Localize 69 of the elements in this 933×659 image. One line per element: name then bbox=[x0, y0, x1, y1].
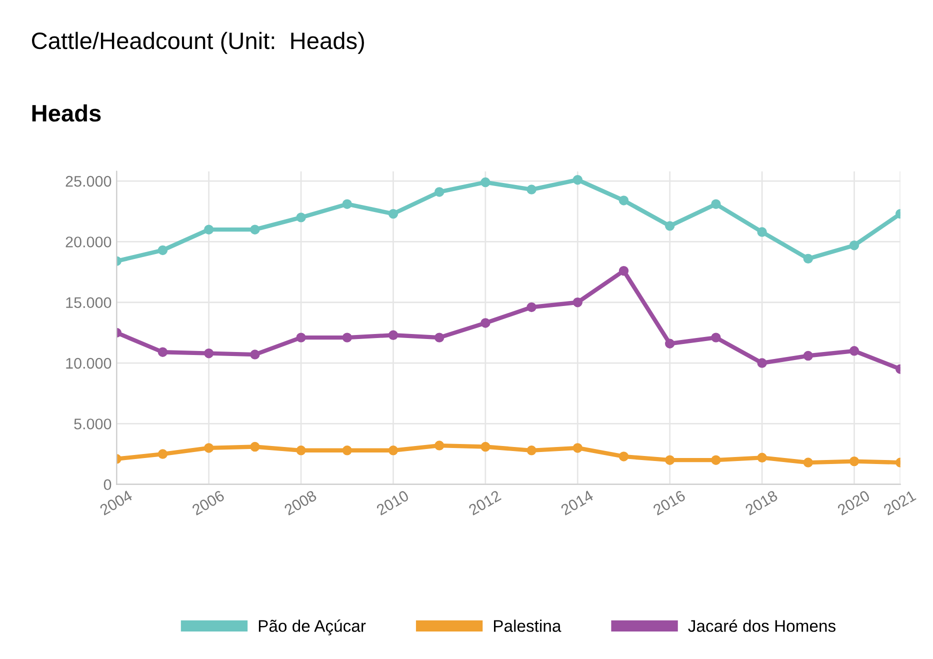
point bbox=[572, 298, 582, 308]
point bbox=[572, 443, 582, 453]
x-tick-label: 2012 bbox=[468, 490, 502, 516]
x-tick-label: 2008 bbox=[284, 490, 318, 516]
x-tick-label: 2006 bbox=[191, 490, 226, 516]
point bbox=[664, 221, 675, 231]
point bbox=[204, 224, 214, 234]
point bbox=[204, 443, 214, 453]
point bbox=[664, 338, 675, 348]
x-tick-label: 2020 bbox=[836, 490, 870, 516]
point bbox=[480, 177, 490, 188]
point bbox=[158, 449, 168, 459]
point bbox=[572, 174, 582, 185]
point bbox=[664, 455, 675, 465]
x-tick-label: 2014 bbox=[560, 490, 594, 516]
point bbox=[342, 199, 352, 209]
point bbox=[342, 332, 352, 342]
point bbox=[711, 199, 721, 209]
point bbox=[849, 240, 860, 250]
legend-label: Pão de Açúcar bbox=[258, 619, 366, 636]
x-tick-label: 2004 bbox=[99, 490, 134, 516]
point bbox=[849, 456, 860, 466]
point bbox=[434, 440, 444, 450]
point bbox=[618, 196, 629, 206]
point bbox=[480, 318, 490, 328]
point bbox=[204, 348, 214, 358]
y-axis-title: Heads bbox=[32, 104, 101, 122]
point bbox=[803, 350, 814, 361]
point bbox=[803, 458, 814, 468]
point bbox=[250, 350, 260, 360]
point bbox=[803, 254, 814, 264]
y-tick-label: 0 bbox=[104, 479, 112, 490]
x-tick-label: 2010 bbox=[376, 490, 410, 516]
point bbox=[388, 330, 398, 340]
point bbox=[388, 208, 398, 219]
y-tick-label: 10.000 bbox=[66, 358, 112, 369]
point bbox=[757, 227, 767, 237]
x-tick-label: 2021 bbox=[882, 490, 916, 516]
point bbox=[526, 446, 536, 456]
y-tick-label: 25.000 bbox=[66, 176, 112, 187]
point bbox=[342, 446, 352, 456]
point bbox=[434, 187, 444, 197]
point bbox=[480, 442, 490, 452]
point bbox=[158, 347, 168, 357]
point bbox=[296, 332, 306, 342]
point bbox=[711, 332, 721, 342]
point bbox=[526, 302, 536, 312]
point bbox=[711, 455, 721, 465]
point bbox=[388, 446, 398, 456]
point bbox=[618, 452, 629, 462]
chart-title: Cattle/Headcount (Unit: Heads) bbox=[32, 32, 364, 54]
point bbox=[849, 346, 860, 356]
point bbox=[296, 212, 306, 222]
point bbox=[158, 245, 168, 256]
point bbox=[434, 332, 444, 342]
y-tick-label: 20.000 bbox=[66, 236, 112, 248]
y-tick-label: 5.000 bbox=[74, 418, 112, 430]
x-tick-label: 2016 bbox=[652, 490, 686, 516]
x-tick-label: 2018 bbox=[744, 490, 778, 516]
point bbox=[250, 442, 260, 452]
point bbox=[526, 184, 536, 194]
point bbox=[757, 358, 767, 368]
point bbox=[618, 266, 629, 276]
legend-label: Palestina bbox=[494, 620, 562, 632]
point bbox=[296, 446, 306, 456]
point bbox=[250, 224, 260, 234]
y-tick-label: 15.000 bbox=[66, 297, 112, 308]
point bbox=[757, 452, 767, 463]
legend-label: Jacaré dos Homens bbox=[688, 619, 836, 632]
